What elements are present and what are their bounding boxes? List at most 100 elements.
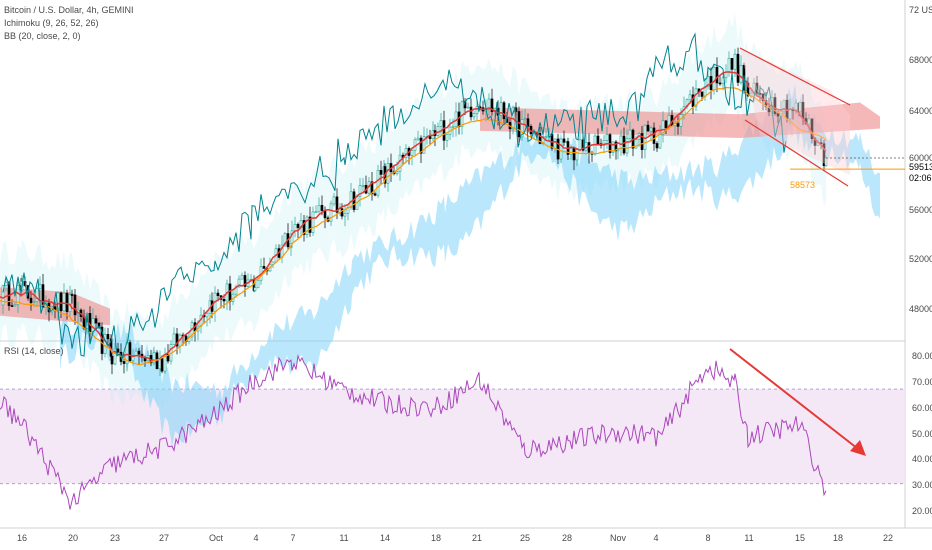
time-tick-label: 20	[68, 533, 78, 543]
candle-body	[490, 98, 494, 112]
time-tick-label: Nov	[610, 533, 627, 543]
rsi-layer	[0, 348, 866, 510]
candle-body	[317, 204, 321, 213]
candle-body	[91, 318, 95, 333]
rsi-tick-label: 30.00	[912, 480, 932, 490]
candle-body	[335, 196, 339, 213]
candle-body	[68, 294, 72, 312]
candle-body	[596, 135, 600, 145]
candle-body	[340, 208, 344, 217]
candle-body	[807, 118, 811, 125]
candle-body	[73, 294, 77, 316]
candle-body	[694, 88, 698, 107]
candle-body	[370, 181, 374, 195]
time-tick-label: 21	[472, 533, 482, 543]
candle-body	[469, 106, 473, 118]
candle-body	[652, 127, 656, 144]
channel-fill	[740, 48, 850, 175]
candle-body	[62, 292, 66, 312]
candle-body	[410, 149, 414, 156]
rsi-tick-label: 50.00	[912, 429, 932, 439]
price-tick-label: 68000.00	[909, 55, 932, 65]
candle-body	[205, 312, 209, 318]
candle-body	[700, 91, 704, 97]
candle-body	[562, 138, 566, 143]
symbol-title: Bitcoin / U.S. Dollar, 4h, GEMINI	[4, 5, 134, 15]
chikou-line	[2, 32, 787, 361]
candle-body	[634, 139, 638, 149]
candle-body	[445, 134, 449, 141]
candle-body	[584, 142, 588, 151]
descending-channel	[739, 47, 851, 187]
candle-body	[59, 292, 63, 312]
candle-body	[29, 297, 33, 303]
candle-body	[730, 57, 734, 70]
candle-body	[767, 106, 771, 113]
time-tick-label: 28	[562, 533, 572, 543]
candle-body	[302, 220, 306, 235]
candle-body	[649, 127, 653, 132]
price-tick-label: 56000.00	[909, 205, 932, 215]
candle-body	[314, 211, 318, 214]
candle-body	[10, 305, 14, 307]
candle-body	[661, 120, 665, 135]
rsi-trend-arrow-line	[729, 348, 863, 453]
price-pane-background	[0, 0, 905, 340]
candle-body	[106, 334, 110, 340]
channel-lower-line	[744, 119, 849, 187]
rsi-axis: 80.00 70.00 60.00 50.00 40.00 30.00 20.0…	[912, 351, 932, 516]
rsi-tick-label: 20.00	[912, 506, 932, 516]
candle-body	[451, 126, 455, 128]
candle-body	[386, 163, 390, 184]
candle-body	[262, 266, 266, 269]
time-tick-label: 14	[380, 533, 390, 543]
candle-body	[575, 149, 579, 161]
candle-body	[428, 136, 432, 139]
rsi-tick-label: 60.00	[912, 403, 932, 413]
candle-body	[113, 348, 117, 365]
candle-body	[216, 292, 220, 297]
candle-body	[706, 76, 710, 88]
candle-body	[544, 136, 548, 138]
candle-body	[1, 285, 5, 306]
rsi-tick-label: 70.00	[912, 377, 932, 387]
candle-body	[782, 99, 786, 112]
time-tick-label: 27	[159, 533, 169, 543]
rsi-band	[0, 389, 905, 484]
time-tick-label: Oct	[209, 533, 224, 543]
candle-body	[736, 53, 740, 83]
time-tick-label: 11	[744, 533, 753, 543]
candle-body	[379, 170, 383, 175]
candle-body	[305, 216, 309, 235]
candle-body	[395, 171, 399, 174]
price-tick-label: 52000.00	[909, 254, 932, 264]
time-tick-label: 18	[431, 533, 441, 543]
candle-body	[572, 147, 576, 161]
candle-body	[520, 119, 524, 138]
candle-body	[13, 304, 17, 307]
candle-body	[676, 123, 680, 127]
candle-body	[152, 352, 156, 364]
candle-body	[419, 137, 423, 154]
candle-body	[349, 191, 353, 208]
candle-body	[655, 143, 659, 149]
candle-body	[794, 102, 798, 111]
candle-body	[222, 299, 226, 302]
candle-body	[569, 147, 573, 155]
candle-body	[640, 133, 644, 150]
candle-body	[100, 326, 104, 354]
candle-body	[436, 126, 440, 136]
price-tick-label: 72 USD.00	[909, 5, 932, 15]
candle-body	[502, 102, 506, 120]
candle-body	[472, 113, 476, 118]
candle-body	[332, 196, 336, 205]
candle-body	[373, 193, 377, 196]
candle-body	[622, 135, 626, 154]
candle-body	[733, 53, 737, 70]
candle-body	[628, 129, 632, 139]
candle-body	[116, 348, 120, 353]
time-tick-label: 18	[833, 533, 843, 543]
candle-body	[16, 285, 20, 305]
candle-body	[538, 132, 542, 144]
